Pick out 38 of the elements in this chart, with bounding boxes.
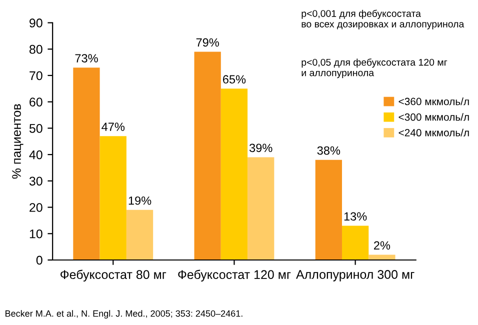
y-tick-label: 80 (30, 44, 42, 54)
y-tick-label: 20 (30, 203, 42, 212)
bar (342, 226, 369, 260)
bar (248, 157, 274, 260)
data-label: 39% (249, 144, 272, 152)
x-tick-label: Аллопуринол 300 мг (296, 270, 414, 282)
data-label: 2% (374, 241, 390, 250)
bar (315, 160, 342, 260)
y-tick-label: 70 (30, 71, 42, 80)
bar (73, 68, 100, 260)
data-label: 47% (102, 122, 125, 131)
bar (126, 210, 154, 260)
x-tick-label: Фебуксостат 80 мг (60, 270, 166, 282)
data-label: 38% (317, 146, 340, 155)
legend-label: <300 мкмоль/л (398, 113, 469, 121)
y-tick-label: 30 (29, 176, 42, 186)
legend-label: <240 мкмоль/л (398, 128, 469, 136)
data-label: 79% (196, 38, 219, 47)
data-label: 19% (128, 196, 152, 205)
annotation: p<0,05 для фебуксостата 120 мг и аллопуринола (302, 58, 448, 78)
x-tick-label: Фебуксостат 120 мг (178, 270, 291, 282)
data-label: 65% (223, 75, 246, 84)
y-tick-label: 0 (36, 256, 42, 265)
bar (368, 254, 396, 260)
y-tick-label: 40 (29, 150, 42, 160)
bar (194, 52, 221, 260)
annotation: p<0,001 для фебуксостата во всех дозировках и аллопуринола (302, 10, 464, 30)
y-tick-label: 10 (30, 229, 42, 238)
legend-label: <360 мкмоль/л (398, 98, 469, 106)
bar (100, 136, 126, 260)
text: Becker M.A. et al., N. Engl. J. Med., 2005; 353: 2450–2461. (6, 310, 242, 318)
data-label: 13% (344, 212, 367, 221)
data-label: 73% (75, 54, 98, 62)
y-tick-label: 50 (29, 124, 42, 133)
bar (220, 88, 248, 260)
y-tick-label: 60 (30, 98, 42, 106)
y-axis-title: % пациентов (12, 104, 24, 179)
y-tick-label: 90 (30, 18, 42, 28)
